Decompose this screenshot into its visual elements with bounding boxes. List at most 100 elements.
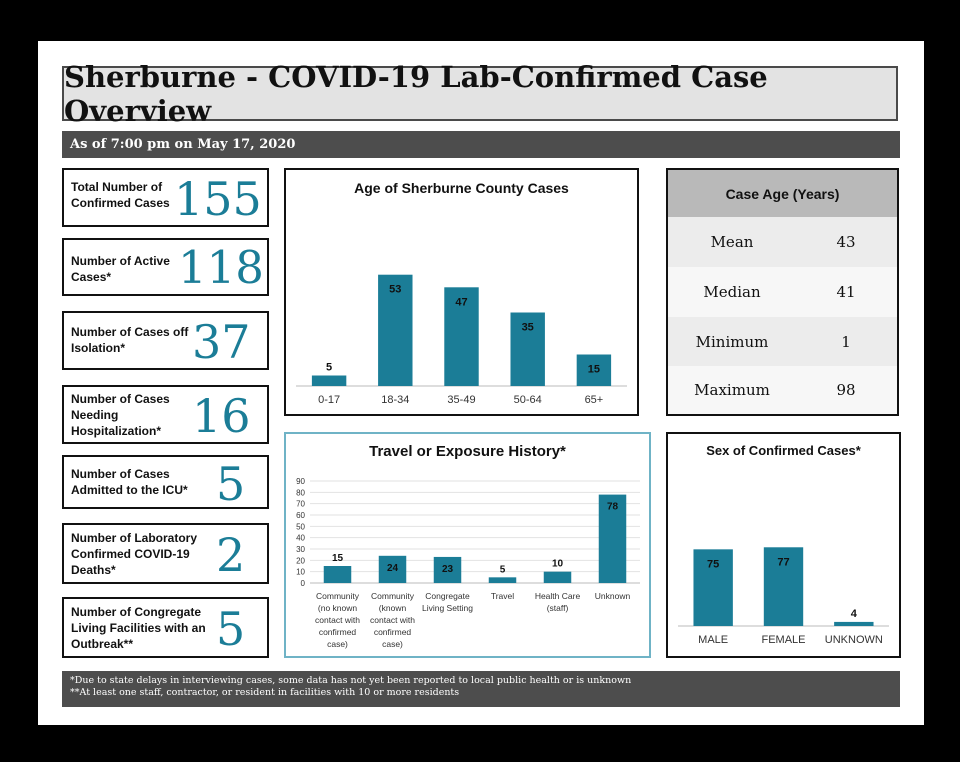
chart-title: Travel or Exposure History* — [369, 443, 566, 460]
x-tick-label: contact with — [315, 615, 360, 625]
stat-active-cases: Number of Active Cases* 118 — [62, 238, 269, 296]
y-tick-label: 0 — [301, 579, 306, 588]
travel-chart: 0 10 20 30 40 50 60 70 80 90 15 Community (no known c… — [296, 477, 640, 649]
data-label: 15 — [588, 364, 600, 376]
page-title: Sherburne - COVID-19 Lab-Confirmed Case … — [62, 60, 898, 128]
x-tick-label: 0-17 — [318, 394, 340, 406]
x-tick-label: Community — [371, 591, 415, 601]
bar — [378, 555, 407, 583]
y-tick-label: 80 — [296, 488, 305, 497]
bar — [510, 312, 545, 386]
stat-value: 37 — [192, 315, 251, 369]
x-tick-label: MALE — [698, 634, 728, 646]
bar — [598, 494, 627, 583]
stat-deaths: Number of Laboratory Confirmed COVID-19 … — [62, 523, 269, 584]
y-tick-label: 50 — [296, 522, 305, 531]
x-tick-label: (no known — [318, 603, 357, 613]
y-tick-label: 20 — [296, 556, 305, 565]
as-of-date: As of 7:00 pm on May 17, 2020 — [62, 131, 900, 158]
stat-value: 5 — [216, 457, 246, 511]
x-tick-label: Health Care — [535, 591, 581, 601]
case-age-table: Case Age (Years) Mean 43 Median 41 Minim… — [666, 168, 899, 416]
row-value: 1 — [841, 332, 851, 351]
row-label: Median — [703, 283, 761, 301]
table-row: Median 41 — [668, 267, 897, 317]
stat-label: Number of Active Cases* — [71, 254, 170, 284]
stat-label: Total Number of Confirmed Cases — [71, 180, 170, 210]
data-label: 4 — [851, 608, 858, 620]
x-tick-label: Travel — [491, 591, 514, 601]
y-tick-label: 70 — [296, 500, 305, 509]
x-tick-label: confirmed — [319, 627, 357, 637]
sex-chart-panel: Sex of Confirmed Cases* 75 MALE 77 FEMALE 4 U… — [666, 432, 901, 658]
chart-title: Age of Sherburne County Cases — [354, 180, 569, 196]
stat-outbreak-facilities: Number of Congregate Living Facilities w… — [62, 597, 269, 658]
chart-title: Sex of Confirmed Cases* — [706, 443, 861, 458]
stat-total-confirmed: Total Number of Confirmed Cases 155 — [62, 168, 269, 227]
x-tick-label: confirmed — [374, 627, 412, 637]
row-value: 41 — [836, 283, 856, 301]
stat-value: 5 — [216, 602, 246, 656]
stat-value: 155 — [174, 172, 262, 226]
y-tick-label: 10 — [296, 568, 305, 577]
footnote: **At least one staff, contractor, or res… — [70, 687, 460, 698]
data-label: 78 — [607, 502, 619, 513]
stat-off-isolation: Number of Cases off Isolation* 37 — [62, 311, 269, 370]
stat-label: Number of Cases off Isolation* — [71, 325, 189, 355]
bar — [488, 577, 517, 583]
bar — [834, 621, 874, 626]
x-tick-label: Unknown — [595, 591, 631, 601]
table-row: Maximum 98 — [668, 366, 897, 414]
stat-value: 16 — [192, 389, 251, 443]
bar — [444, 287, 479, 386]
x-tick-label: 65+ — [585, 394, 604, 406]
age-chart-panel: Age of Sherburne County Cases 5 0-17 53 18-… — [284, 168, 639, 416]
bar — [311, 375, 347, 386]
row-label: Mean — [710, 233, 754, 251]
row-value: 98 — [836, 381, 856, 399]
row-label: Maximum — [694, 381, 770, 399]
x-tick-label: Congregate — [425, 591, 470, 601]
x-tick-label: Community — [316, 591, 360, 601]
bar — [763, 547, 804, 626]
stat-hospitalization: Number of Cases Needing Hospitalization*… — [62, 385, 269, 444]
stat-label: Number of Cases Admitted to the ICU* — [71, 467, 188, 497]
data-label: 5 — [326, 362, 332, 374]
x-tick-label: case) — [382, 639, 403, 649]
row-value: 43 — [836, 233, 856, 251]
bar — [323, 566, 352, 583]
x-tick-label: 50-64 — [514, 394, 542, 406]
bar — [378, 274, 413, 386]
data-label: 10 — [552, 559, 564, 570]
x-tick-label: 18-34 — [381, 394, 409, 406]
x-tick-label: (known — [379, 603, 407, 613]
data-label: 75 — [707, 558, 719, 570]
y-tick-label: 60 — [296, 511, 305, 520]
stat-label: Number of Laboratory Confirmed COVID-19 … — [71, 531, 198, 577]
age-chart: 5 0-17 53 18-34 47 35-49 35 50-64 15 65+ — [296, 274, 627, 406]
y-tick-label: 40 — [296, 534, 305, 543]
x-tick-label: UNKNOWN — [825, 634, 883, 646]
table-row: Minimum 1 — [668, 317, 897, 366]
bar — [576, 354, 612, 386]
data-label: 23 — [442, 564, 454, 575]
footnotes: *Due to state delays in interviewing cas… — [62, 671, 900, 707]
x-tick-label: (staff) — [547, 603, 569, 613]
footnote: *Due to state delays in interviewing cas… — [70, 675, 632, 686]
table-header: Case Age (Years) — [668, 170, 897, 217]
data-label: 35 — [522, 322, 534, 334]
x-tick-label: FEMALE — [761, 634, 805, 646]
report-page: Sherburne - COVID-19 Lab-Confirmed Case … — [38, 41, 924, 725]
data-label: 24 — [387, 563, 399, 574]
data-label: 15 — [332, 553, 344, 564]
stat-label: Number of Congregate Living Facilities w… — [71, 605, 206, 651]
y-tick-label: 30 — [296, 545, 305, 554]
row-label: Minimum — [695, 332, 769, 351]
bar — [543, 571, 572, 583]
x-tick-label: Living Setting — [422, 603, 473, 613]
data-label: 47 — [455, 296, 467, 308]
x-tick-label: case) — [327, 639, 348, 649]
bar — [693, 549, 733, 626]
data-label: 77 — [777, 556, 789, 568]
bar — [433, 556, 462, 583]
